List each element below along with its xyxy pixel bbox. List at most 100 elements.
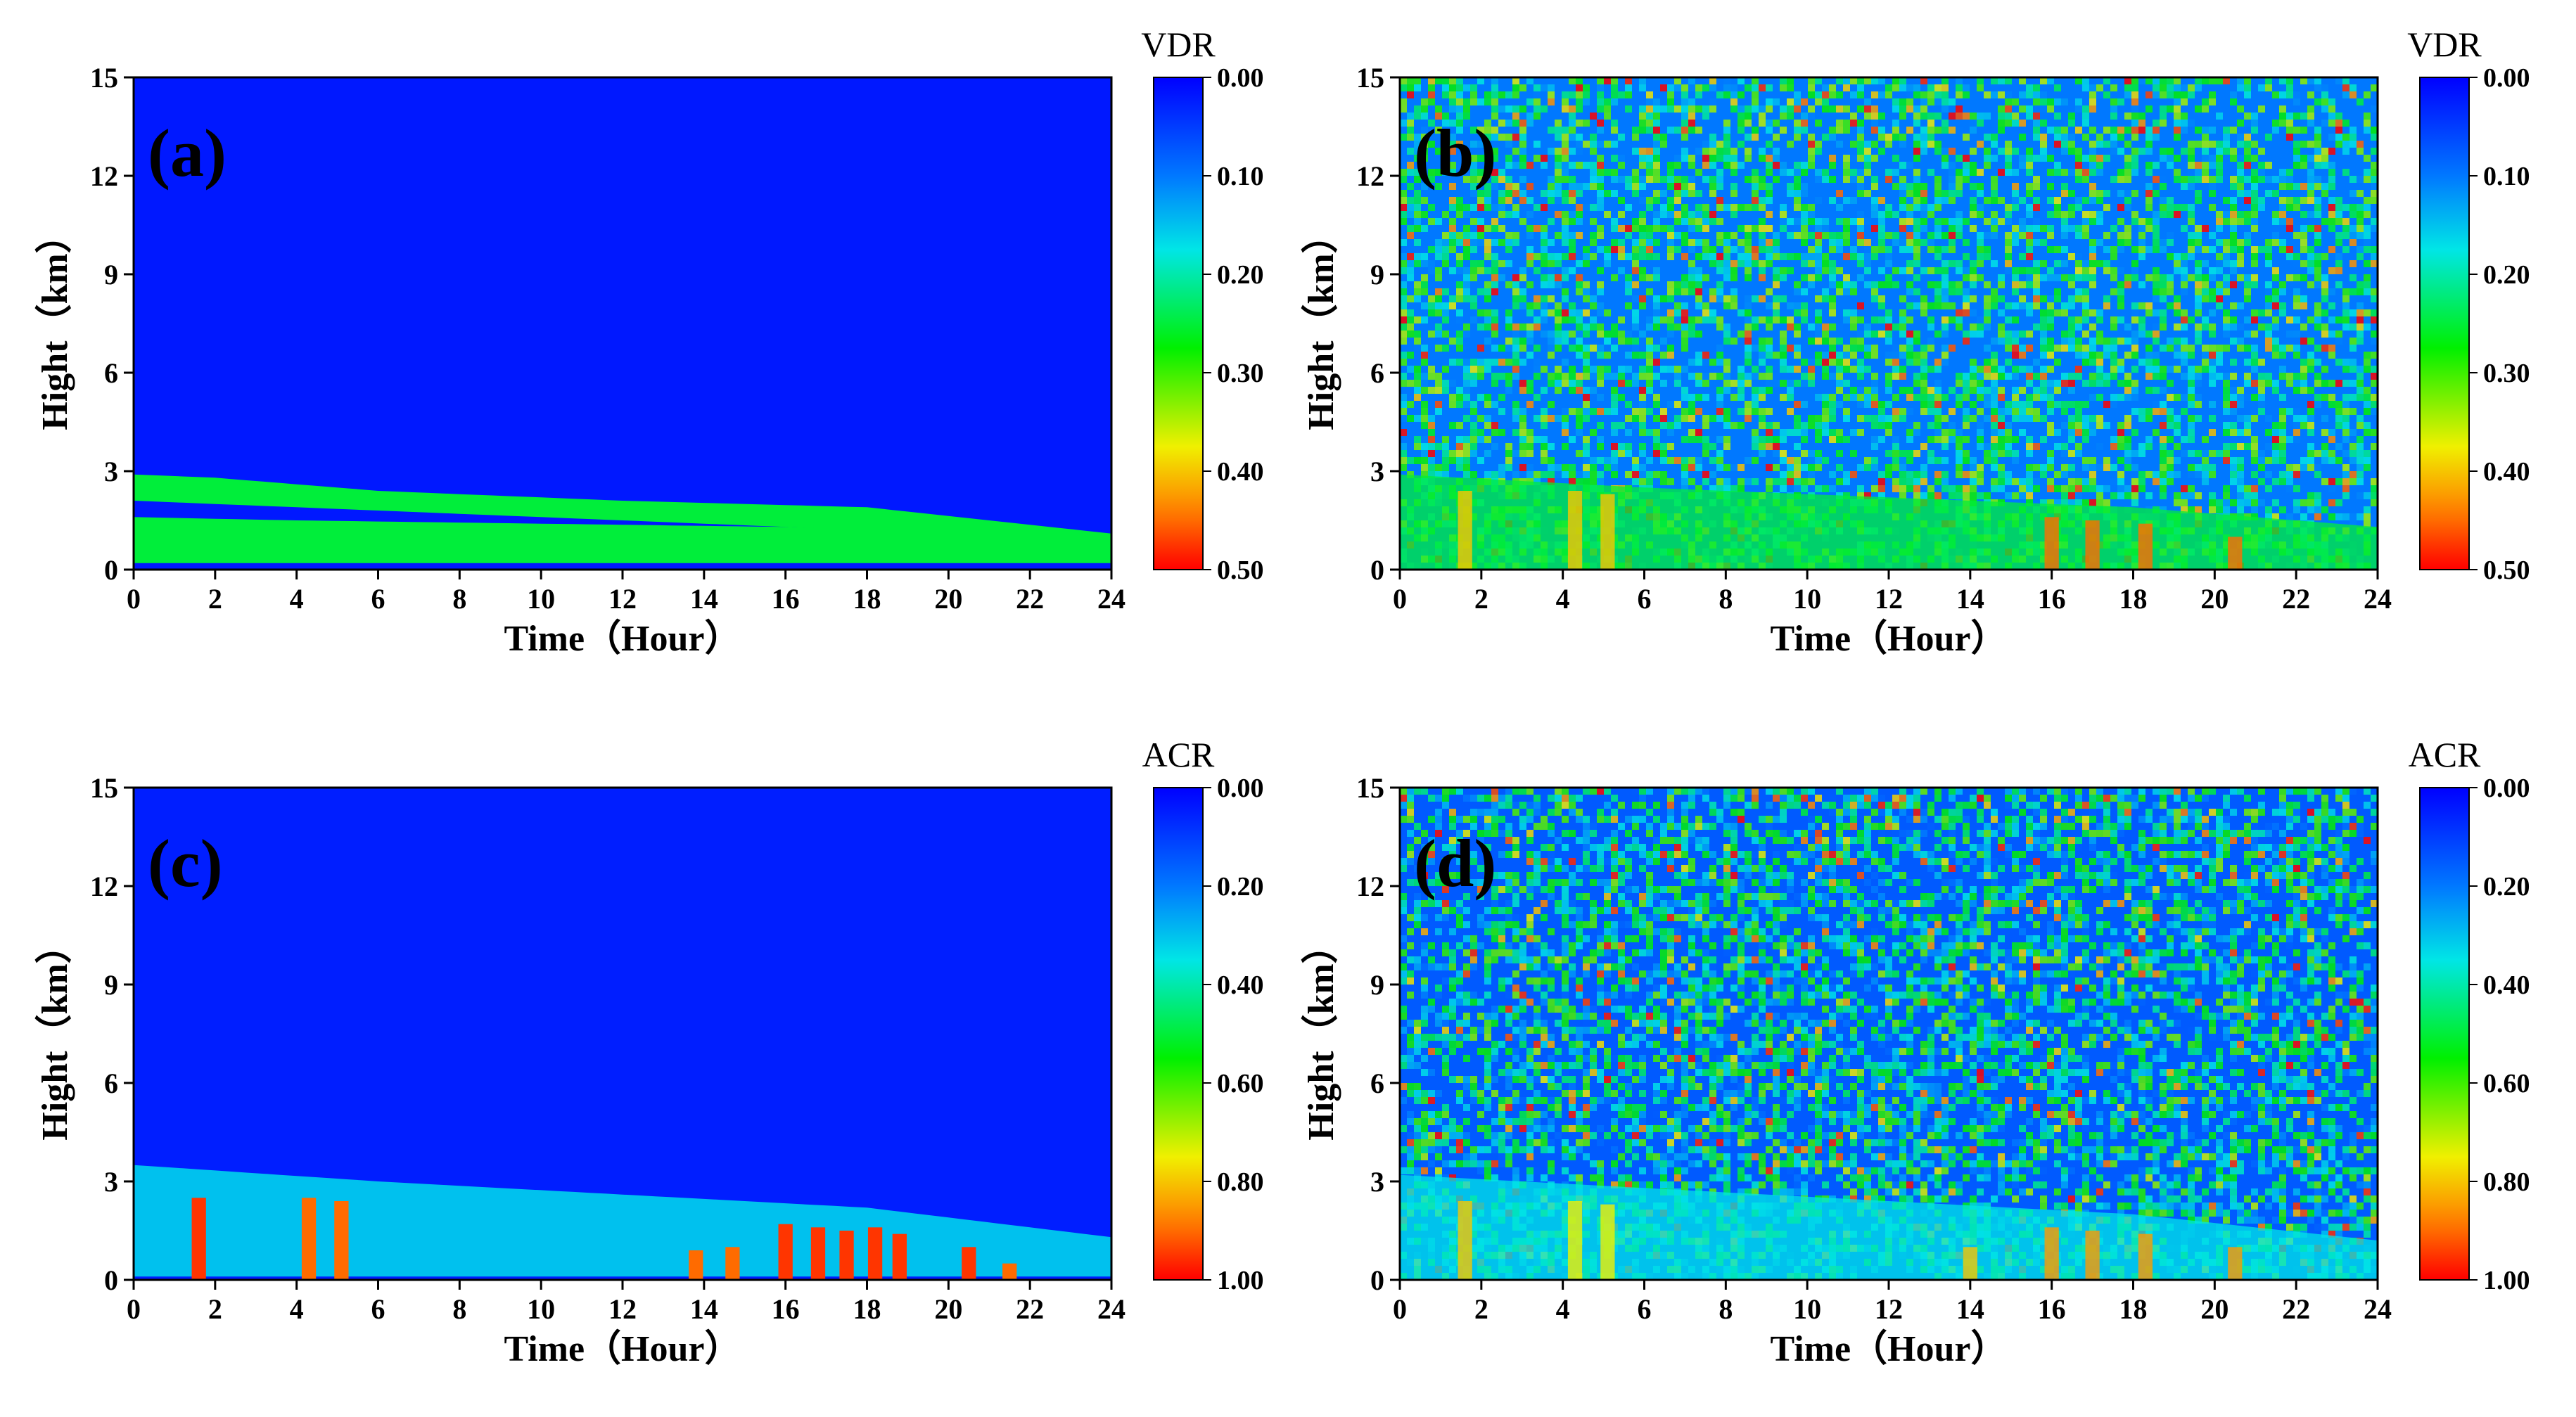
heatmap-spike — [1568, 1201, 1582, 1280]
x-tick-label: 20 — [934, 1293, 962, 1325]
y-tick-label: 3 — [104, 456, 118, 487]
x-tick-label: 8 — [1719, 1293, 1733, 1325]
heatmap-spike — [1600, 1205, 1614, 1280]
y-axis-label: Hight（km） — [34, 927, 75, 1140]
x-tick-label: 22 — [2282, 1293, 2310, 1325]
heatmap-spike — [962, 1247, 976, 1280]
heatmap-spike — [2085, 520, 2099, 570]
x-tick-label: 18 — [2119, 1293, 2148, 1325]
x-axis-label: Time（Hour） — [504, 1328, 741, 1369]
x-axis-label: Time（Hour） — [1770, 618, 2007, 659]
heatmap-spike — [2228, 1247, 2242, 1280]
x-tick-label: 16 — [2038, 1293, 2066, 1325]
heatmap-spike — [2085, 1231, 2099, 1280]
x-tick-label: 16 — [772, 583, 800, 615]
x-tick-label: 6 — [1638, 583, 1652, 615]
x-tick-label: 20 — [2200, 1293, 2229, 1325]
x-tick-label: 10 — [1793, 1293, 1821, 1325]
colorbar-tick-label: 0.20 — [1217, 260, 1264, 290]
colorbar-tick-label: 0.40 — [2483, 457, 2530, 487]
heatmap-spike — [725, 1247, 739, 1280]
x-tick-label: 0 — [1393, 1293, 1407, 1325]
x-tick-label: 18 — [853, 1293, 881, 1325]
x-tick-label: 6 — [371, 583, 385, 615]
colorbar — [2420, 788, 2469, 1280]
heatmap-spike — [779, 1224, 793, 1280]
colorbar-tick-label: 0.00 — [1217, 63, 1264, 93]
heatmap-spike — [1002, 1264, 1016, 1280]
colorbar-tick-label: 0.80 — [2483, 1167, 2530, 1197]
x-tick-label: 12 — [608, 583, 637, 615]
x-tick-label: 0 — [127, 583, 141, 615]
x-tick-label: 10 — [527, 583, 555, 615]
colorbar — [2420, 77, 2469, 570]
heatmap-spike — [1458, 491, 1472, 570]
colorbar-tick-label: 0.50 — [1217, 556, 1264, 585]
panel-label: (d) — [1414, 826, 1496, 901]
y-tick-label: 0 — [1370, 1264, 1384, 1296]
colorbar-title: ACR — [2409, 735, 2481, 774]
x-tick-label: 16 — [2038, 583, 2066, 615]
x-tick-label: 24 — [1097, 1293, 1126, 1325]
y-axis-label: Hight（km） — [34, 217, 75, 430]
x-tick-label: 24 — [2364, 583, 2392, 615]
colorbar-tick-label: 0.00 — [1217, 774, 1264, 803]
y-tick-label: 3 — [1370, 1166, 1384, 1198]
x-tick-label: 18 — [853, 583, 881, 615]
x-tick-label: 8 — [1719, 583, 1733, 615]
colorbar-tick-label: 0.20 — [2483, 872, 2530, 902]
y-axis-label: Hight（km） — [1301, 927, 1341, 1140]
x-axis-label: Time（Hour） — [504, 618, 741, 659]
colorbar-tick-label: 0.00 — [2483, 774, 2530, 803]
x-tick-label: 14 — [1956, 1293, 1984, 1325]
y-tick-label: 9 — [1370, 259, 1384, 290]
colorbar-title: VDR — [2407, 25, 2482, 64]
y-tick-label: 12 — [1356, 871, 1384, 902]
heatmap-spike — [302, 1198, 316, 1280]
x-tick-label: 12 — [1875, 583, 1903, 615]
colorbar-tick-label: 0.60 — [2483, 1069, 2530, 1098]
heatmap-spike — [1458, 1201, 1472, 1280]
x-axis-label: Time（Hour） — [1770, 1328, 2007, 1369]
heatmap-spike — [1568, 491, 1582, 570]
y-tick-label: 0 — [1370, 554, 1384, 586]
x-tick-label: 20 — [934, 583, 962, 615]
heatmap-spike — [2045, 1227, 2059, 1280]
colorbar-tick-label: 0.10 — [1217, 162, 1264, 191]
x-tick-label: 12 — [608, 1293, 637, 1325]
x-tick-label: 22 — [1016, 1293, 1044, 1325]
x-tick-label: 0 — [127, 1293, 141, 1325]
colorbar-tick-label: 0.80 — [1217, 1167, 1264, 1197]
colorbar — [1154, 77, 1203, 570]
y-tick-label: 6 — [104, 357, 118, 389]
x-tick-label: 2 — [1474, 1293, 1488, 1325]
y-tick-label: 0 — [104, 554, 118, 586]
y-tick-label: 9 — [104, 259, 118, 290]
x-tick-label: 18 — [2119, 583, 2148, 615]
colorbar-tick-label: 0.40 — [1217, 970, 1264, 1000]
heatmap-spike — [2138, 1234, 2153, 1280]
colorbar-tick-label: 0.60 — [1217, 1069, 1264, 1098]
y-tick-label: 15 — [1356, 62, 1384, 94]
x-tick-label: 10 — [1793, 583, 1821, 615]
colorbar-tick-label: 0.50 — [2483, 556, 2530, 585]
y-tick-label: 6 — [1370, 357, 1384, 389]
x-tick-label: 14 — [690, 1293, 718, 1325]
heatmap-spike — [2228, 537, 2242, 570]
y-tick-label: 12 — [90, 160, 118, 192]
x-tick-label: 10 — [527, 1293, 555, 1325]
colorbar-tick-label: 0.40 — [2483, 970, 2530, 1000]
x-tick-label: 8 — [452, 583, 466, 615]
x-tick-label: 24 — [1097, 583, 1126, 615]
colorbar-tick-label: 0.20 — [2483, 260, 2530, 290]
x-tick-label: 24 — [2364, 1293, 2392, 1325]
heatmap-spike — [2138, 524, 2153, 570]
x-tick-label: 2 — [208, 583, 222, 615]
x-tick-label: 4 — [290, 1293, 304, 1325]
